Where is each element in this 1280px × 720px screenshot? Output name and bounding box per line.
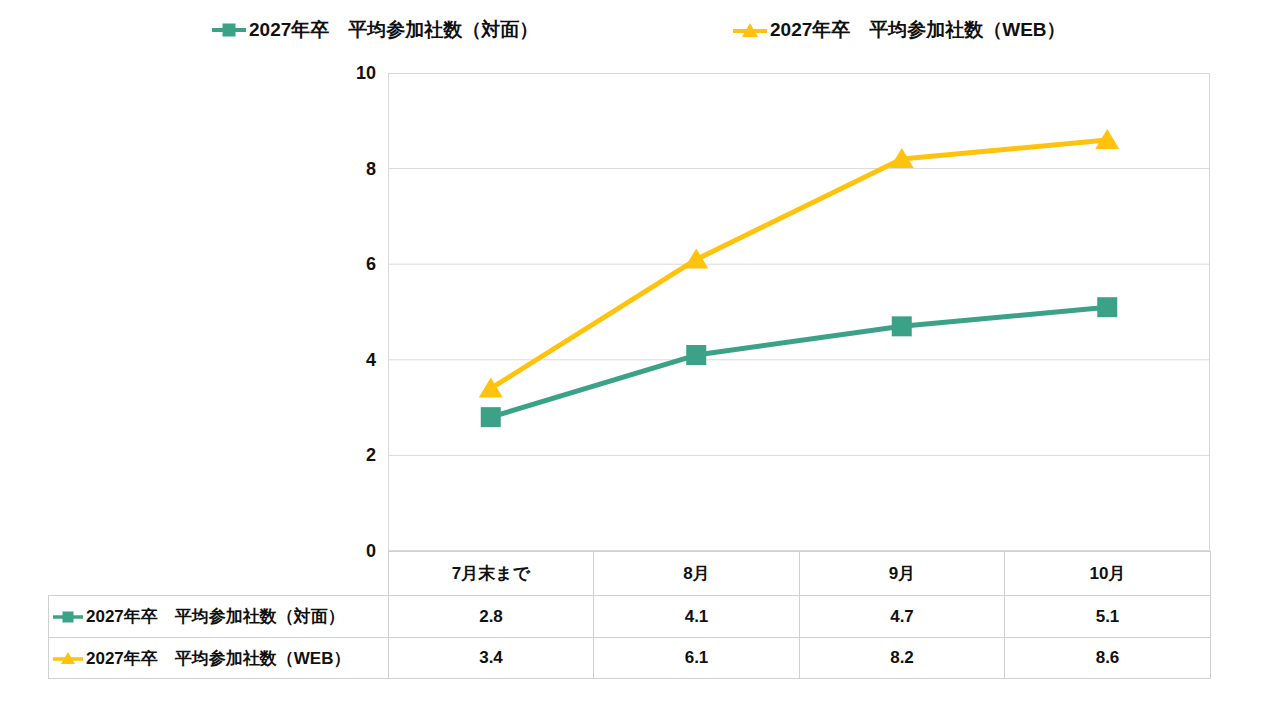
legend-marker-triangle-icon xyxy=(733,17,767,43)
legend-marker-square-icon xyxy=(212,17,246,43)
column-header-jul: 7月末まで xyxy=(389,552,594,596)
y-tick-label: 8 xyxy=(280,158,376,180)
data-table: 7月末まで 8月 9月 10月 2027年卒 平均参加社数（対面） 2.8 4.… xyxy=(48,551,1211,679)
value-cell: 2.8 xyxy=(389,596,594,638)
data-point-square xyxy=(686,345,706,365)
data-point-square xyxy=(481,407,501,427)
column-header-sep: 9月 xyxy=(800,552,1005,596)
y-tick-label: 6 xyxy=(280,253,376,275)
value-cell: 4.1 xyxy=(594,596,800,638)
row-label-text: 2027年卒 平均参加社数（対面） xyxy=(86,605,345,628)
table-corner-cell xyxy=(49,552,389,596)
legend-label-web: 2027年卒 平均参加社数（WEB） xyxy=(770,17,1066,43)
row-marker-triangle-icon xyxy=(53,647,83,669)
row-label-taimen: 2027年卒 平均参加社数（対面） xyxy=(49,596,389,638)
column-header-aug: 8月 xyxy=(594,552,800,596)
legend-item-web: 2027年卒 平均参加社数（WEB） xyxy=(733,15,1066,45)
y-tick-label: 2 xyxy=(280,444,376,466)
data-point-square xyxy=(1097,297,1117,317)
row-label-web: 2027年卒 平均参加社数（WEB） xyxy=(49,638,389,679)
y-tick-label: 4 xyxy=(280,349,376,371)
data-point-triangle xyxy=(684,248,708,268)
data-point-square xyxy=(892,316,912,336)
value-cell: 6.1 xyxy=(594,638,800,679)
plot-area xyxy=(388,73,1210,551)
chart-canvas: 2027年卒 平均参加社数（対面） 2027年卒 平均参加社数（WEB） 10 … xyxy=(0,0,1280,720)
y-tick-label: 10 xyxy=(280,62,376,84)
value-cell: 5.1 xyxy=(1005,596,1211,638)
row-label-text: 2027年卒 平均参加社数（WEB） xyxy=(86,647,350,670)
value-cell: 3.4 xyxy=(389,638,594,679)
value-cell: 8.6 xyxy=(1005,638,1211,679)
series-line-square xyxy=(491,307,1108,417)
column-header-oct: 10月 xyxy=(1005,552,1211,596)
value-cell: 8.2 xyxy=(800,638,1005,679)
value-cell: 4.7 xyxy=(800,596,1005,638)
y-axis-labels: 10 8 6 4 2 0 xyxy=(280,0,376,560)
row-marker-square-icon xyxy=(53,606,83,628)
